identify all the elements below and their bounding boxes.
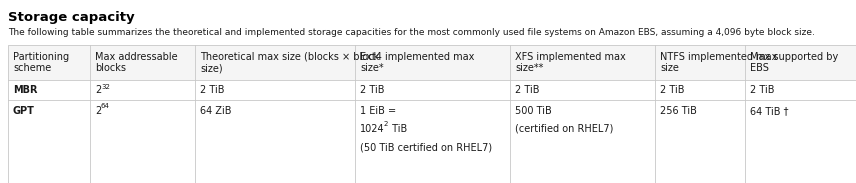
Bar (8, 45, 856, 80)
Text: TiB: TiB (389, 124, 407, 134)
Text: GPT: GPT (13, 106, 35, 116)
Text: 64 ZiB: 64 ZiB (200, 106, 231, 116)
Text: 1024: 1024 (360, 124, 384, 134)
Text: 2 TiB: 2 TiB (515, 85, 539, 95)
Text: 500 TiB: 500 TiB (515, 106, 552, 116)
Text: Ext4 implemented max
size*: Ext4 implemented max size* (360, 52, 474, 73)
Text: Storage capacity: Storage capacity (8, 11, 134, 24)
Text: (certified on RHEL7): (certified on RHEL7) (515, 124, 614, 134)
Text: NTFS implemented max
size: NTFS implemented max size (660, 52, 777, 73)
Text: 2 TiB: 2 TiB (360, 85, 384, 95)
Text: Theoretical max size (blocks × block
size): Theoretical max size (blocks × block siz… (200, 52, 379, 73)
Text: The following table summarizes the theoretical and implemented storage capacitie: The following table summarizes the theor… (8, 28, 815, 37)
Text: Max supported by
EBS: Max supported by EBS (750, 52, 838, 73)
Bar (8, 45, 856, 183)
Text: 2 TiB: 2 TiB (750, 85, 775, 95)
Text: 32: 32 (101, 84, 110, 90)
Text: 2: 2 (95, 106, 101, 116)
Text: 64 TiB †: 64 TiB † (750, 106, 788, 116)
Text: 2: 2 (95, 85, 101, 95)
Text: 64: 64 (101, 103, 110, 109)
Text: 2 TiB: 2 TiB (660, 85, 685, 95)
Text: 2 TiB: 2 TiB (200, 85, 224, 95)
Text: Partitioning
scheme: Partitioning scheme (13, 52, 69, 73)
Text: (50 TiB certified on RHEL7): (50 TiB certified on RHEL7) (360, 142, 492, 152)
Text: XFS implemented max
size**: XFS implemented max size** (515, 52, 626, 73)
Text: 1 EiB =: 1 EiB = (360, 106, 396, 116)
Text: 2: 2 (384, 121, 389, 127)
Text: Max addressable
blocks: Max addressable blocks (95, 52, 178, 73)
Text: 256 TiB: 256 TiB (660, 106, 697, 116)
Text: MBR: MBR (13, 85, 38, 95)
